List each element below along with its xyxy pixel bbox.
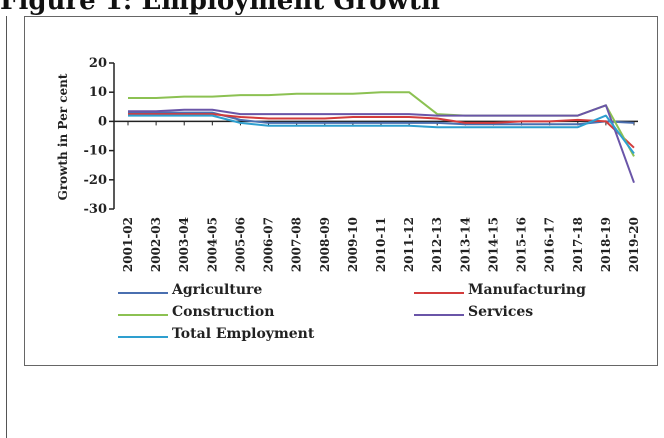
x-tick-label: 2012-13	[430, 217, 444, 272]
series-line-manufacturing	[128, 113, 635, 149]
legend-swatch	[118, 314, 168, 316]
x-tick-label: 2004-05	[205, 217, 219, 272]
x-tick-label: 2016-17	[543, 217, 557, 272]
legend-swatch	[414, 314, 464, 316]
x-tick-label: 2007-08	[290, 217, 304, 272]
y-tick-label: 0	[98, 114, 107, 129]
frame-border	[6, 16, 7, 438]
legend-label: Total Employment	[172, 326, 315, 342]
series-line-total-employment	[128, 114, 635, 155]
x-tick-label: 2017-18	[571, 217, 585, 272]
y-tick-label: 20	[89, 56, 107, 71]
legend-swatch	[118, 336, 168, 338]
x-tick-label: 2019-20	[627, 217, 641, 272]
x-tick-label: 2008-09	[318, 217, 332, 272]
chart-panel	[24, 16, 658, 366]
x-tick-label: 2003-04	[177, 217, 191, 272]
x-tick-label: 2013-14	[458, 217, 472, 272]
legend-label: Construction	[172, 304, 275, 320]
legend-label: Manufacturing	[468, 282, 586, 298]
axes	[109, 62, 638, 210]
y-tick-label: 10	[89, 85, 107, 100]
x-tick-label: 2005-06	[233, 217, 247, 272]
series-line-agriculture	[128, 111, 635, 126]
x-tick-label: 2014-15	[486, 217, 500, 272]
series-layer	[128, 91, 635, 184]
legend-label: Agriculture	[172, 282, 263, 298]
y-tick-label: -10	[84, 144, 108, 159]
series-line-services	[128, 104, 635, 184]
figure-heading: Figure 1: Employment Growth	[0, 0, 440, 16]
legend-swatch	[118, 292, 168, 294]
x-tick-label: 2018-19	[599, 217, 613, 272]
tick-labels: 20 10 0 -10 -20 -30 2001-02 2002-03 2003-04 2004-…	[84, 56, 642, 272]
x-tick-label: 2011-12	[402, 217, 416, 272]
y-axis-label: Growth in Per cent	[56, 73, 70, 200]
x-tick-label: 2009-10	[346, 217, 360, 272]
y-tick-label: -20	[84, 173, 108, 188]
y-tick-label: -30	[84, 202, 108, 217]
x-tick-label: 2001-02	[121, 217, 135, 272]
x-tick-label: 2002-03	[149, 217, 163, 272]
legend-swatch	[414, 292, 464, 294]
x-tick-label: 2015-16	[515, 217, 529, 272]
x-tick-label: 2010-11	[374, 217, 388, 272]
legend-label: Services	[468, 304, 534, 320]
x-tick-label: 2006-07	[262, 217, 276, 272]
